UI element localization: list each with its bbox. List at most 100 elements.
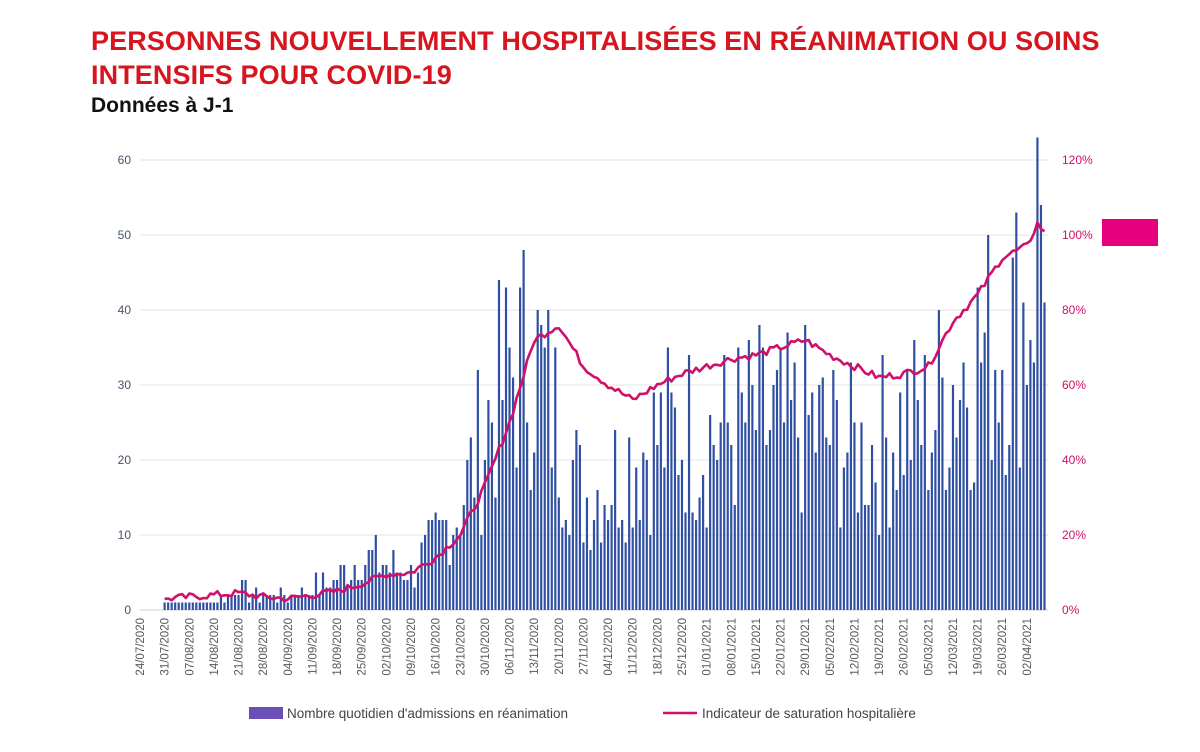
x-tick-label: 06/11/2020	[505, 618, 517, 675]
bar-daily-admissions	[846, 452, 849, 610]
bar-daily-admissions	[680, 460, 684, 610]
bar-daily-admissions	[705, 527, 708, 610]
bar-daily-admissions	[251, 595, 254, 610]
bar-daily-admissions	[870, 445, 874, 610]
bar-daily-admissions	[832, 370, 835, 610]
bar-daily-admissions	[564, 520, 567, 610]
bar-daily-admissions	[839, 527, 842, 610]
bar-daily-admissions	[1001, 370, 1004, 610]
bar-daily-admissions	[733, 505, 736, 610]
bar-daily-admissions	[853, 422, 856, 610]
bar-daily-admissions	[621, 520, 624, 610]
x-tick-label: 02/10/2020	[381, 618, 393, 676]
bar-daily-admissions	[694, 520, 698, 610]
bar-daily-admissions	[684, 512, 687, 610]
bar-daily-admissions	[258, 602, 261, 610]
bar-daily-admissions	[177, 602, 180, 610]
bar-daily-admissions	[364, 565, 367, 610]
bar-daily-admissions	[628, 437, 631, 610]
bar-daily-admissions	[519, 287, 522, 610]
bar-daily-admissions	[543, 347, 546, 610]
bar-daily-admissions	[466, 460, 469, 610]
bar-daily-admissions	[1022, 302, 1025, 610]
x-tick-label: 09/10/2020	[406, 618, 418, 676]
bar-daily-admissions	[677, 475, 680, 610]
right-y-tick-label: 100%	[1062, 228, 1093, 242]
saturation-color-badge	[1102, 219, 1158, 246]
bar-daily-admissions	[522, 250, 525, 610]
bar-daily-admissions	[944, 490, 948, 610]
bar-daily-admissions	[948, 467, 951, 610]
bar-daily-admissions	[554, 347, 557, 610]
bar-daily-admissions	[698, 497, 701, 610]
left-y-tick-label: 20	[118, 453, 132, 467]
bar-daily-admissions	[885, 437, 888, 610]
x-tick-label: 05/02/2021	[825, 618, 837, 676]
bar-daily-admissions	[923, 355, 926, 610]
bar-daily-admissions	[184, 602, 187, 610]
x-tick-label: 18/09/2020	[332, 618, 344, 676]
bar-daily-admissions	[378, 572, 381, 610]
bar-daily-admissions	[712, 445, 715, 610]
x-tick-label: 24/07/2020	[135, 618, 147, 676]
x-tick-label: 31/07/2020	[160, 618, 172, 676]
bar-daily-admissions	[216, 602, 219, 610]
bar-daily-admissions	[624, 542, 627, 610]
bar-daily-admissions	[754, 430, 757, 610]
bar-daily-admissions	[849, 362, 853, 610]
bar-daily-admissions	[789, 400, 793, 610]
bar-daily-admissions	[547, 310, 550, 610]
bar-daily-admissions	[877, 535, 881, 610]
x-tick-label: 08/01/2021	[726, 618, 738, 676]
bar-daily-admissions	[452, 535, 455, 610]
x-tick-label: 30/10/2020	[480, 618, 492, 676]
bar-daily-admissions	[941, 377, 944, 610]
legend-line-label: Indicateur de saturation hospitalière	[702, 706, 916, 721]
x-tick-label: 19/03/2021	[973, 618, 985, 676]
bar-daily-admissions	[997, 422, 1000, 610]
bar-daily-admissions	[413, 587, 416, 610]
bar-daily-admissions	[508, 347, 511, 610]
bar-daily-admissions	[969, 490, 972, 610]
bar-daily-admissions	[895, 490, 898, 610]
left-y-tick-label: 10	[118, 528, 132, 542]
bar-daily-admissions	[779, 347, 782, 610]
bar-daily-admissions	[687, 355, 691, 610]
line-layer	[164, 221, 1046, 603]
bar-daily-admissions	[448, 565, 451, 610]
bar-daily-admissions	[226, 595, 230, 610]
bar-daily-admissions	[423, 535, 427, 610]
bar-daily-admissions	[265, 595, 268, 610]
x-tick-label: 27/11/2020	[578, 618, 590, 675]
bar-daily-admissions	[248, 602, 251, 610]
bar-daily-admissions	[599, 542, 603, 610]
bar-daily-admissions	[325, 587, 328, 610]
x-tick-label: 21/08/2020	[234, 618, 246, 676]
bar-daily-admissions	[578, 445, 582, 610]
bar-daily-admissions	[663, 467, 666, 610]
bar-daily-admissions	[990, 460, 993, 610]
bar-daily-admissions	[807, 415, 810, 610]
right-y-tick-label: 0%	[1062, 603, 1080, 617]
bar-daily-admissions	[719, 422, 722, 610]
x-tick-label: 05/03/2021	[923, 618, 935, 676]
bar-daily-admissions	[445, 520, 448, 610]
line-saturation-indicator	[164, 221, 1046, 603]
bar-daily-admissions	[614, 430, 617, 610]
left-y-tick-label: 0	[124, 603, 131, 617]
bar-daily-admissions	[575, 430, 578, 610]
right-y-tick-label: 120%	[1062, 153, 1093, 167]
bar-daily-admissions	[346, 587, 349, 610]
bar-daily-admissions	[388, 572, 391, 610]
legend-bar-label: Nombre quotidien d'admissions en réanima…	[287, 706, 568, 721]
bar-daily-admissions	[304, 595, 307, 610]
bar-daily-admissions	[476, 370, 479, 610]
bar-daily-admissions	[374, 535, 377, 610]
bar-daily-admissions	[163, 602, 166, 610]
bar-daily-admissions	[455, 527, 458, 610]
bar-daily-admissions	[1018, 467, 1021, 610]
bar-daily-admissions	[240, 580, 244, 610]
bar-daily-admissions	[828, 445, 831, 610]
left-y-tick-label: 40	[118, 303, 132, 317]
bar-daily-admissions	[867, 505, 870, 610]
